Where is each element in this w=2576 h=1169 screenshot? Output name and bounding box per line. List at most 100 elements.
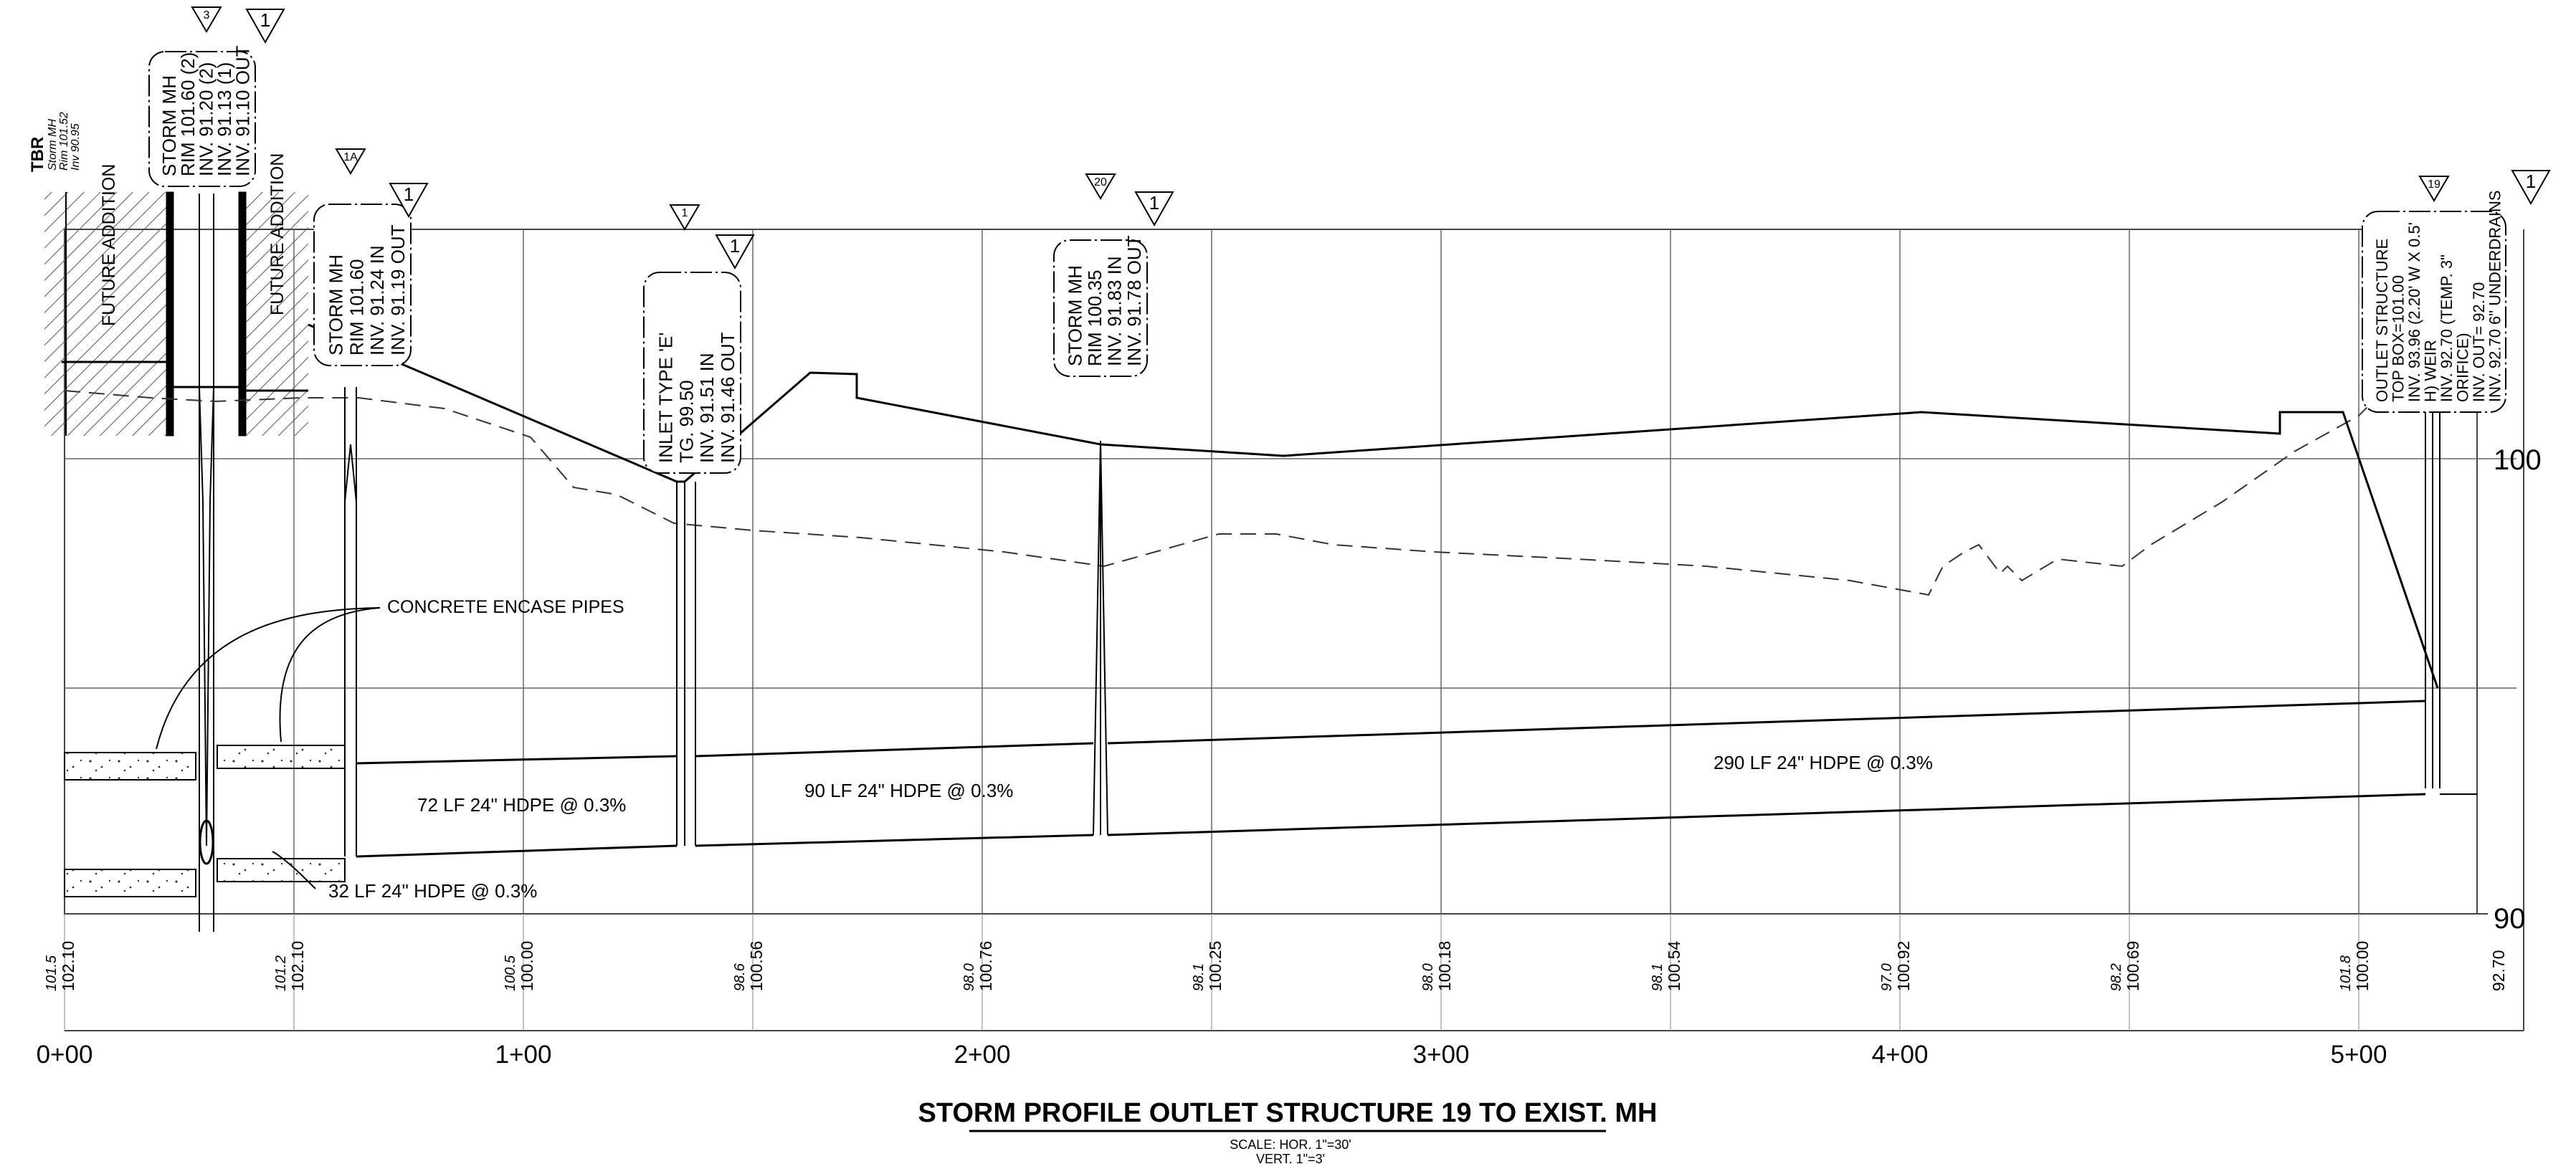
revision-number: 1 [730, 235, 740, 257]
station-label: 5+00 [2331, 1041, 2387, 1069]
scale-horizontal: SCALE: HOR. 1"=30' [1230, 1137, 1351, 1152]
existing-elevation: 98.1 [1650, 963, 1665, 991]
station-label: 2+00 [954, 1041, 1011, 1069]
existing-elevation: 98.0 [961, 963, 977, 991]
structure-note-line: STORM MH [1065, 265, 1086, 366]
revision-delta-icon [389, 183, 429, 219]
revision-delta-icon [715, 234, 755, 270]
existing-ground-line [64, 364, 2453, 596]
structure-20-shaft [1093, 440, 1108, 836]
structure-tag-triangle [335, 148, 366, 175]
structure-note-line: INV. 91.13 (1) [214, 62, 235, 176]
tbr-line-3: Inv 90.95 [70, 123, 82, 171]
structure-tag-triangle [669, 204, 700, 231]
proposed-elevation: 100.92 [1894, 941, 1913, 991]
profile-grid [64, 229, 2524, 1031]
structure-note-line: TG. 99.50 [675, 380, 697, 463]
existing-elevation: 101.2 [273, 955, 289, 991]
proposed-elevation: 100.00 [518, 941, 536, 991]
structure-1-shaft [676, 480, 696, 846]
structure-note-line: RIM 101.60 [346, 259, 367, 356]
structure-note-line: INV. OUT= 92.70 [2470, 282, 2488, 402]
existing-elevation: 98.6 [732, 963, 748, 991]
pipe-label-90lf: 90 LF 24" HDPE @ 0.3% [804, 780, 1013, 801]
structure-tag: 20 [1094, 176, 1107, 189]
structure-tag-triangle [1085, 173, 1116, 200]
structure-tag-triangle [191, 6, 222, 33]
structure-tag: 1 [682, 207, 688, 219]
proposed-elevation: 102.10 [288, 941, 307, 991]
proposed-elevation: 100.56 [747, 941, 766, 991]
concrete-encase-callout: CONCRETE ENCASE PIPES [156, 597, 624, 889]
structure-19-shaft [2425, 412, 2477, 795]
pipe-label-32lf: 32 LF 24" HDPE @ 0.3% [328, 880, 537, 902]
structure-note-line: INV. 92.70 6" UNDERDRAINS [2486, 190, 2504, 402]
revision-delta-icon [2511, 170, 2551, 206]
existing-elevation: 101.5 [44, 955, 60, 991]
revision-delta-icon [1134, 191, 1174, 227]
existing-elevation: 98.2 [2109, 963, 2124, 991]
tbr-line-1: Storm MH [47, 119, 59, 171]
structure-note-line: INV. 92.70 (TEMP. 3" [2438, 254, 2456, 402]
structure-note-line: TOP BOX=101.00 [2389, 275, 2407, 402]
structure-note-line: INV. 91.24 IN [366, 245, 388, 356]
future-addition-label-left: FUTURE ADDITION [99, 164, 119, 326]
ground-elevation-table: 101.5 102.10 101.2 102.10 100.5 100.00 98.6 100… [44, 940, 2508, 991]
future-addition-left: FUTURE ADDITION [44, 164, 170, 436]
structure-note-line: ORIFICE) [2453, 333, 2471, 402]
proposed-elevation: 100.54 [1665, 940, 1683, 991]
structure-note-line: RIM 101.60 (2) [177, 52, 199, 176]
proposed-elevation: 92.70 [2489, 950, 2508, 991]
revision-number: 1 [1149, 192, 1159, 214]
station-label: 0+00 [37, 1041, 93, 1069]
structure-note-line: INV. 91.20 (2) [195, 62, 217, 176]
future-addition-label-right: FUTURE ADDITION [267, 153, 287, 315]
scale-vertical: VERT. 1"=3' [1256, 1152, 1325, 1165]
tbr-line-2: Rim 101.52 [58, 112, 70, 171]
structure-note-line: INV. 91.51 IN [696, 353, 718, 463]
structure-1a-shaft [344, 387, 357, 857]
structure-note-line: OUTLET STRUCTURE [2373, 239, 2391, 402]
proposed-elevation: 100.25 [1206, 941, 1225, 991]
concrete-encasement [64, 745, 346, 897]
existing-elevation: 100.5 [503, 955, 518, 991]
proposed-elevation: 100.76 [976, 941, 995, 991]
drawing-title: STORM PROFILE OUTLET STRUCTURE 19 TO EXI… [918, 1098, 1657, 1128]
tbr-title: TBR [28, 137, 47, 172]
callout-text: CONCRETE ENCASE PIPES [387, 597, 624, 617]
revision-delta-icon [245, 9, 285, 44]
proposed-elevation: 102.10 [59, 941, 77, 991]
structure-note-line: INV. 91.83 IN [1104, 256, 1126, 366]
pipe-label-72lf: 72 LF 24" HDPE @ 0.3% [417, 794, 626, 816]
proposed-elevation: 100.69 [2124, 941, 2142, 991]
existing-elevation: 97.0 [1879, 963, 1895, 991]
revision-number: 1 [260, 9, 270, 31]
structure-note-line: INV. 91.19 OUT [387, 224, 409, 356]
existing-elevation: 101.8 [2338, 955, 2354, 991]
structure-tag-triangle [2418, 176, 2450, 202]
structure-tag: 1A [343, 151, 358, 163]
pipe-label-290lf: 290 LF 24" HDPE @ 0.3% [1714, 752, 1933, 773]
elevation-label-90: 90 [2494, 903, 2526, 935]
tbr-note: TBR Storm MH Rim 101.52 Inv 90.95 [28, 112, 82, 172]
station-label: 4+00 [1872, 1041, 1929, 1069]
station-label: 3+00 [1413, 1041, 1470, 1069]
finished-grade-line [308, 323, 2439, 689]
station-label: 1+00 [495, 1041, 552, 1069]
station-labels: 0+00 1+00 2+00 3+00 4+00 5+00 [37, 1041, 2387, 1069]
structure-note-line: H) WEIR [2421, 340, 2439, 402]
future-addition-right: FUTURE ADDITION [242, 153, 308, 436]
structure-note-line: INV. 91.46 OUT [717, 332, 738, 463]
existing-elevation: 98.0 [1420, 963, 1436, 991]
structure-tag: 19 [2428, 178, 2440, 191]
proposed-elevation: 100.18 [1435, 941, 1454, 991]
structure-note-line: INV. 93.96 (2.20' W X 0.5' [2405, 222, 2423, 402]
